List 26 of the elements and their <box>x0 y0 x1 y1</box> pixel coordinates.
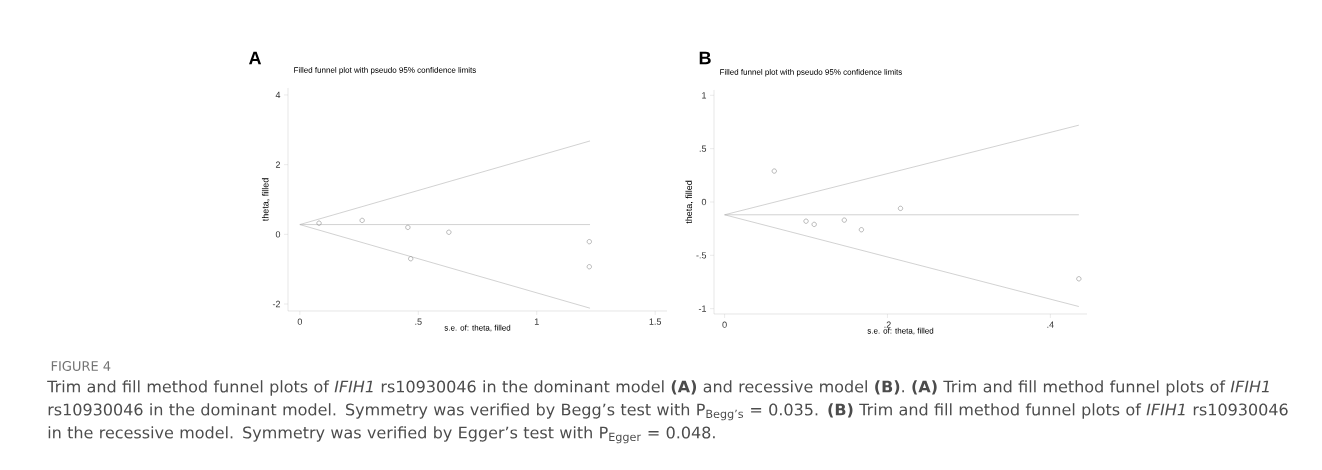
x-tick-label: 1.5 <box>649 318 662 325</box>
y-tick-label: 4 <box>275 91 281 99</box>
caption: FIGURE 4 <box>51 361 111 371</box>
x-tick-label: .4 <box>1047 321 1054 328</box>
chart-title: Filled funnel plot with pseudo 95% confidence limits <box>294 67 476 75</box>
x-tick-label: 0 <box>297 318 303 325</box>
x-axis-title: s.e. of: theta, filled <box>867 327 934 335</box>
y-axis-title: theta, filled <box>261 178 270 222</box>
y-axis-title: theta, filled <box>685 180 694 224</box>
x-axis-title: s.e. of: theta, filled <box>444 324 511 332</box>
y-tick-label: -.5 <box>696 252 707 259</box>
y-tick-label: 0 <box>701 198 707 206</box>
x-tick-label: 1 <box>534 318 539 325</box>
chart-title: Filled funnel plot with pseudo 95% confidence limits <box>720 68 902 77</box>
x-tick-label: .5 <box>415 318 422 325</box>
y-tick-label: 1 <box>702 92 707 99</box>
x-tick-label: .2 <box>884 321 891 328</box>
text: B <box>699 51 711 65</box>
text: Trim and fill method funnel plots of IFIH1 rs10930046 in the dominant model (A) and recessive model (B). (A) Trim and fill method funnel plots of IFIH1 rs10930046 in the dominant model. Symmetry was verified by Begg’s test with P$_{Begg’s}$ = 0.035. (B) Trim and fill method funnel plots of IFIH1 rs10930046 in the recessive model. Symmetry was verified by Egger’s test with P$_{Egger}$ = 0.048. <box>47 380 1288 444</box>
y-tick-label: -1 <box>698 305 707 312</box>
y-tick-label: 2 <box>275 161 281 168</box>
y-tick-label: 0 <box>275 231 281 238</box>
x-tick-label: 0 <box>722 321 727 328</box>
text: A <box>249 51 262 65</box>
y-tick-label: .5 <box>699 145 707 152</box>
y-tick-label: -2 <box>272 300 281 308</box>
